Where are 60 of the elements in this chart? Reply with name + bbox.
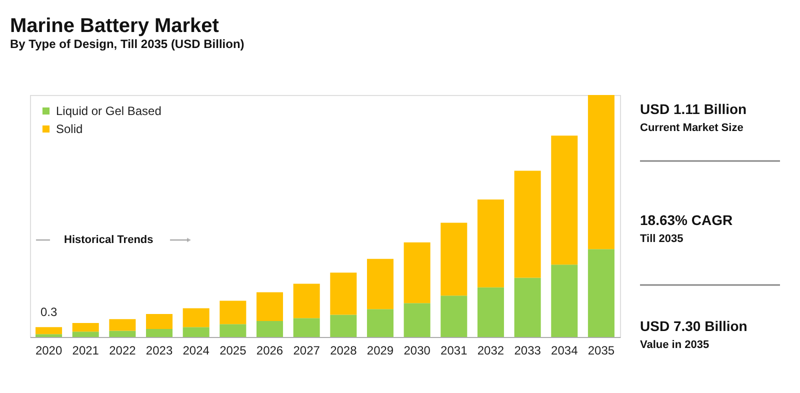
bar [72,332,99,337]
x-tick-label: 2029 [366,344,394,358]
bar [293,318,320,337]
x-tick-label: 2027 [293,344,320,358]
bar [72,322,99,332]
x-tick-label: 2030 [404,344,431,358]
bar [293,284,320,318]
text: Till 2035 [640,233,684,245]
annotation: Historical Trends [64,234,154,246]
text: USD 7.30 Billion [640,318,748,334]
bar [146,329,173,337]
annotation: 0.3 [40,305,58,320]
bar [477,287,504,337]
text: Current Market Size [640,122,744,134]
bar [109,330,136,337]
bar [36,334,62,337]
bar [182,308,210,328]
bar [551,136,578,265]
chart-subtitle: By Type of Design, Till 2035 (USD Billion) [10,37,244,51]
bar [514,278,541,337]
bar [36,327,62,334]
bar [256,321,284,337]
bar [366,258,394,310]
bar [404,242,430,304]
x-tick-label: 2032 [477,344,504,358]
x-tick-label: 2025 [220,344,247,358]
x-tick-label: 2034 [551,344,578,358]
x-tick-label: 2020 [35,344,62,358]
x-tick-label: 2028 [330,344,358,358]
x-tick-label: 2022 [109,344,136,358]
legend-label: Liquid or Gel Based [56,104,162,118]
chart-title: Marine Battery Market [10,15,220,37]
bar [551,264,578,337]
text: Value in 2035 [640,339,710,351]
bar [588,95,614,250]
x-tick-label: 2023 [146,344,173,358]
x-tick-label: 2024 [182,344,210,358]
bar [256,292,284,322]
bar [146,314,173,330]
text: USD 1.11 Billion [640,101,747,117]
bar [404,303,430,337]
bar [514,170,541,278]
x-tick-label: 2026 [256,344,284,358]
text: 18.63% CAGR [640,212,733,228]
x-tick-label: 2021 [72,344,100,358]
x-tick-label: 2033 [514,344,542,358]
x-tick-label: 2035 [588,344,615,358]
bar [588,249,614,337]
bar [109,319,136,331]
bar [440,296,468,337]
bar [220,300,246,324]
bar [330,314,357,337]
bar [440,222,468,296]
bar [366,309,394,337]
x-tick-label: 2031 [440,344,468,358]
bar [182,327,210,337]
bar [477,200,504,288]
legend-label: Solid [56,122,83,136]
bar [330,272,357,315]
bar [220,324,246,337]
